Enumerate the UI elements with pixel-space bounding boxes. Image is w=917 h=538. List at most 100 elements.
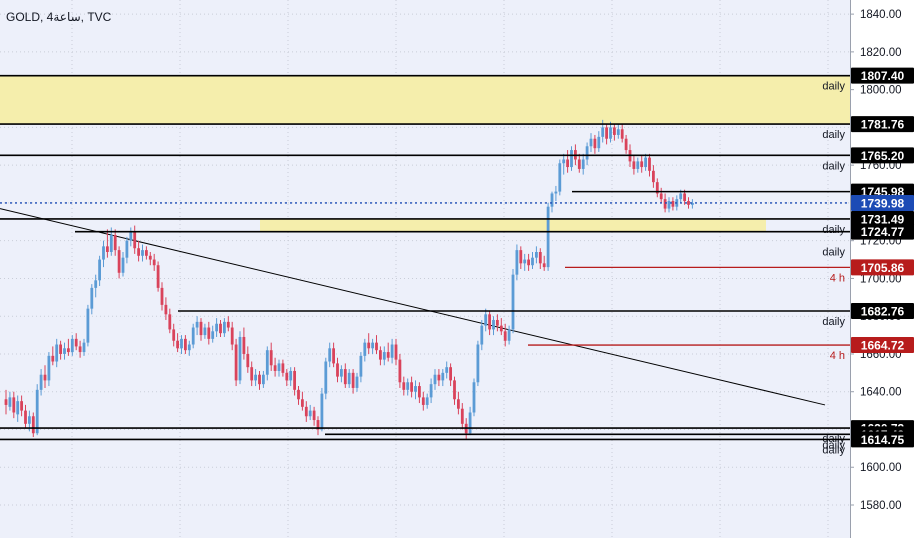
candle-up[interactable]: [406, 378, 410, 396]
candle-body[interactable]: [585, 146, 589, 160]
candle-body[interactable]: [640, 161, 644, 168]
candle-body[interactable]: [499, 325, 503, 332]
candle-up[interactable]: [63, 342, 66, 360]
candle-body[interactable]: [215, 323, 218, 332]
candle-down[interactable]: [503, 323, 507, 347]
candle-body[interactable]: [28, 416, 31, 424]
candle-down[interactable]: [74, 333, 78, 351]
candle-body[interactable]: [4, 399, 8, 405]
candle-body[interactable]: [468, 412, 472, 434]
candle-up[interactable]: [433, 369, 437, 390]
candles[interactable]: [4, 119, 694, 439]
candle-up[interactable]: [382, 346, 386, 366]
candle-up[interactable]: [238, 331, 242, 385]
candle-up[interactable]: [94, 274, 98, 298]
candle-up[interactable]: [445, 361, 449, 379]
candle-body[interactable]: [655, 182, 659, 194]
candle-body[interactable]: [63, 348, 66, 354]
candle-body[interactable]: [113, 235, 117, 251]
candle-body[interactable]: [238, 336, 242, 381]
candle-down[interactable]: [418, 382, 421, 404]
candle-body[interactable]: [679, 193, 683, 200]
candle-body[interactable]: [659, 193, 663, 200]
candle-down[interactable]: [367, 333, 371, 354]
candle-body[interactable]: [488, 314, 491, 330]
candle-body[interactable]: [8, 397, 12, 407]
candle-down[interactable]: [499, 318, 503, 336]
candle-body[interactable]: [258, 374, 261, 385]
candle-body[interactable]: [70, 338, 74, 353]
candle-up[interactable]: [340, 365, 343, 383]
candle-down[interactable]: [460, 403, 464, 430]
candle-up[interactable]: [507, 325, 511, 345]
candle-up[interactable]: [98, 255, 101, 286]
candle-down[interactable]: [336, 357, 339, 383]
candle-body[interactable]: [616, 129, 620, 135]
candle-down[interactable]: [164, 297, 168, 320]
candle-up[interactable]: [16, 395, 20, 422]
candle-body[interactable]: [43, 374, 47, 381]
candle-body[interactable]: [230, 327, 234, 345]
candle-down[interactable]: [148, 252, 152, 266]
candle-body[interactable]: [476, 344, 480, 383]
candle-up[interactable]: [667, 197, 671, 213]
candle-down[interactable]: [281, 359, 285, 377]
candle-body[interactable]: [273, 365, 277, 371]
candle-body[interactable]: [414, 386, 417, 392]
candle-body[interactable]: [340, 369, 343, 377]
candle-up[interactable]: [609, 121, 612, 143]
candle-down[interactable]: [488, 310, 491, 336]
candle-up[interactable]: [597, 131, 601, 152]
candle-up[interactable]: [390, 338, 394, 364]
candle-body[interactable]: [410, 382, 413, 392]
candle-body[interactable]: [601, 127, 605, 137]
candle-up[interactable]: [589, 133, 593, 152]
candle-body[interactable]: [433, 374, 437, 385]
candle-up[interactable]: [484, 308, 488, 332]
candle-body[interactable]: [102, 246, 105, 260]
candle-body[interactable]: [425, 397, 429, 405]
candle-body[interactable]: [293, 370, 296, 390]
candle-body[interactable]: [187, 344, 191, 351]
candle-body[interactable]: [141, 250, 144, 256]
candle-body[interactable]: [609, 127, 612, 139]
candle-down[interactable]: [542, 255, 546, 271]
candle-up[interactable]: [644, 153, 647, 171]
candle-body[interactable]: [515, 250, 519, 275]
candle-body[interactable]: [480, 325, 484, 345]
candle-up[interactable]: [320, 387, 324, 432]
candle-body[interactable]: [24, 410, 27, 424]
candle-body[interactable]: [566, 159, 569, 168]
candle-up[interactable]: [70, 335, 74, 356]
candle-down[interactable]: [671, 197, 675, 211]
candle-body[interactable]: [137, 248, 140, 256]
candle-body[interactable]: [117, 250, 121, 273]
candle-down[interactable]: [172, 323, 176, 347]
candle-up[interactable]: [550, 191, 554, 213]
candle-up[interactable]: [86, 304, 90, 347]
candle-body[interactable]: [82, 342, 86, 353]
candle-body[interactable]: [496, 319, 499, 326]
candle-body[interactable]: [550, 193, 554, 207]
candle-down[interactable]: [250, 361, 254, 387]
candle-body[interactable]: [347, 372, 351, 385]
candle-body[interactable]: [207, 327, 211, 339]
candle-body[interactable]: [558, 163, 562, 192]
candle-up[interactable]: [691, 199, 694, 209]
candle-down[interactable]: [113, 229, 117, 256]
candle-down[interactable]: [351, 369, 355, 394]
candle-down[interactable]: [301, 391, 304, 411]
candle-body[interactable]: [168, 314, 172, 330]
candle-body[interactable]: [242, 336, 246, 354]
candle-up[interactable]: [203, 323, 207, 339]
candle-up[interactable]: [515, 244, 519, 281]
candle-body[interactable]: [667, 201, 671, 209]
candle-up[interactable]: [102, 240, 105, 268]
candle-body[interactable]: [620, 129, 624, 139]
candle-down[interactable]: [24, 404, 27, 428]
candle-body[interactable]: [67, 348, 70, 353]
candle-up[interactable]: [129, 227, 133, 247]
candle-body[interactable]: [226, 321, 230, 328]
candle-body[interactable]: [375, 342, 378, 351]
